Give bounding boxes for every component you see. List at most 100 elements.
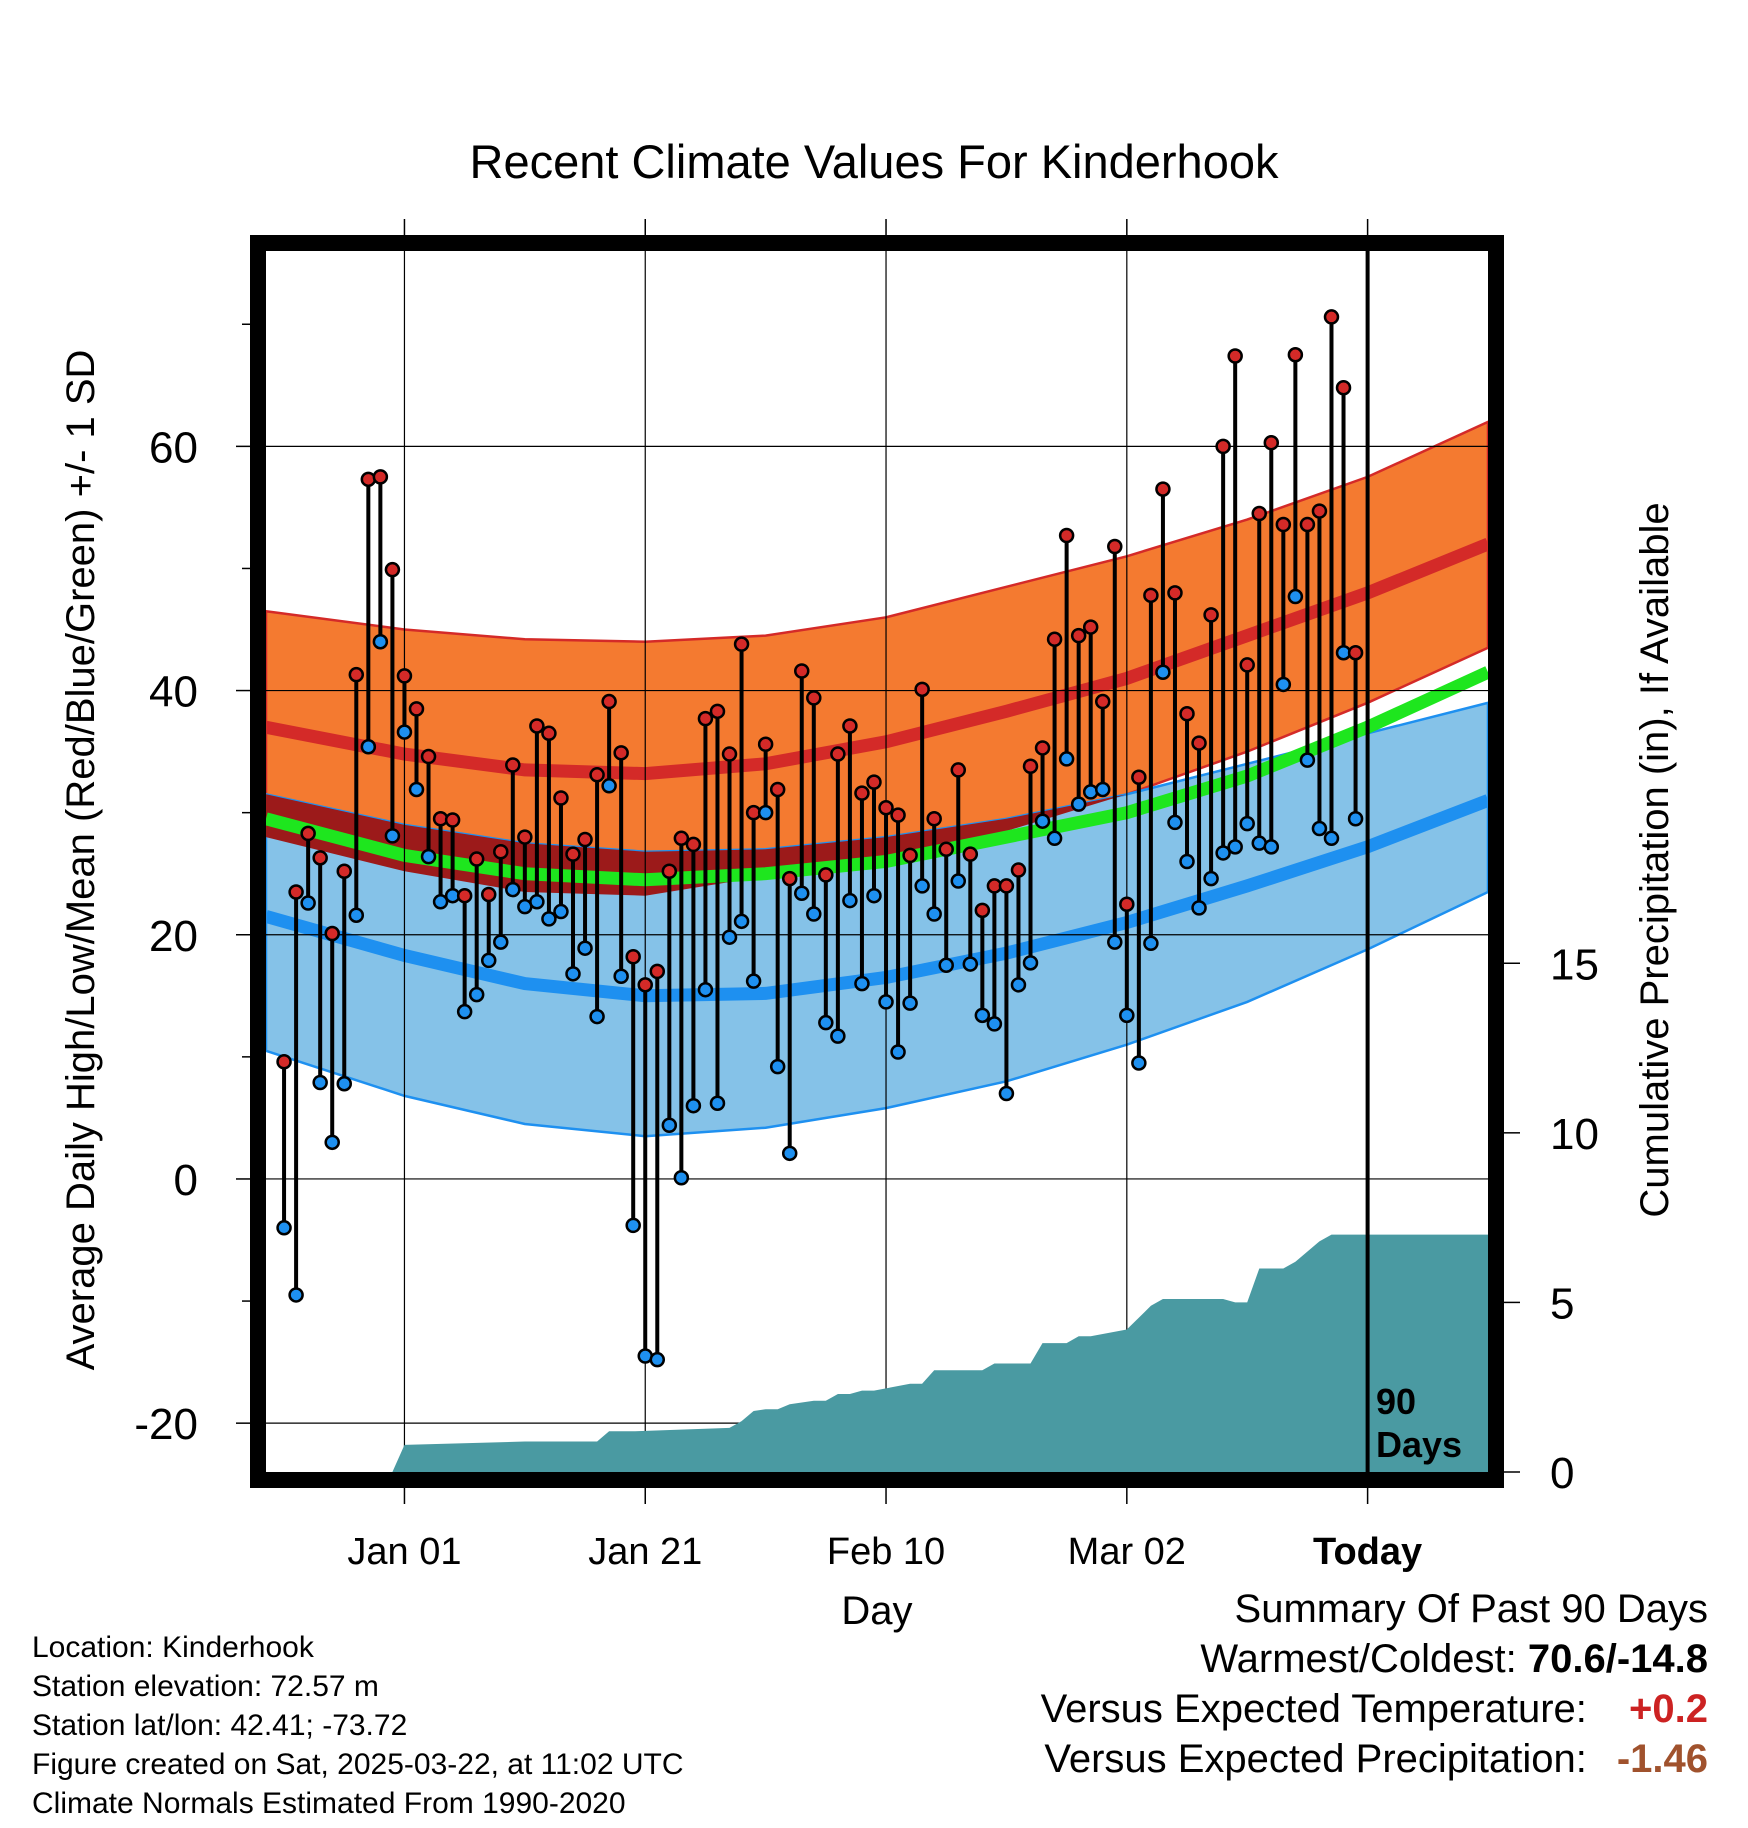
station-info: Location: Kinderhook Station elevation: … [32, 1628, 684, 1823]
daily-high-point [685, 836, 702, 853]
daily-high-point [649, 963, 666, 980]
daily-low-point [1203, 870, 1219, 887]
y-right-tick-label: 15 [1550, 940, 1599, 989]
daily-low-point [276, 1220, 292, 1236]
y-right-tick-label: 10 [1550, 1110, 1599, 1159]
daily-low-point [649, 1351, 666, 1368]
daily-high-point [733, 636, 750, 652]
daily-high-point [637, 977, 653, 993]
daily-high-point [661, 863, 678, 880]
daily-high-point [1335, 380, 1352, 396]
daily-high-point [1323, 309, 1340, 325]
daily-low-point [589, 1008, 605, 1025]
low-sd-band [266, 701, 1488, 1138]
daily-low-point [553, 903, 569, 920]
daily-low-point [661, 1117, 678, 1133]
daily-low-point [420, 848, 437, 865]
daily-high-point [998, 878, 1015, 894]
daily-low-point [878, 994, 894, 1010]
daily-low-point [1058, 751, 1075, 767]
elevation-text: Station elevation: 72.57 m [32, 1670, 379, 1703]
daily-high-point [1179, 706, 1195, 722]
y-tick-label: 40 [149, 668, 198, 717]
y-tick-label: -20 [134, 1400, 198, 1449]
daily-high-point [1082, 619, 1099, 635]
daily-high-point [1191, 735, 1207, 751]
daily-low-point [529, 894, 545, 910]
daily-high-point [1227, 348, 1243, 364]
daily-high-point [468, 851, 485, 867]
summary-temp: Versus Expected Temperature: +0.2 [1041, 1684, 1708, 1734]
daily-high-point [878, 800, 894, 816]
daily-high-point [324, 925, 340, 942]
daily-high-point [962, 846, 979, 862]
daily-high-point [721, 746, 738, 762]
daily-low-point [709, 1095, 726, 1112]
daily-low-point [998, 1085, 1015, 1102]
daily-low-point [505, 881, 521, 898]
normals-text: Climate Normals Estimated From 1990-2020 [32, 1787, 626, 1820]
x-tick-label: Mar 02 [1068, 1531, 1186, 1573]
daily-high-point [709, 703, 726, 720]
daily-low-point [480, 952, 497, 969]
precip-label: Versus Expected Precipitation: [1044, 1737, 1587, 1781]
daily-high-point [420, 748, 437, 765]
daily-high-point [1119, 896, 1135, 912]
precip-value: -1.46 [1616, 1737, 1708, 1781]
daily-low-point [565, 966, 581, 982]
daily-high-point [577, 831, 593, 848]
daily-high-point [769, 781, 786, 798]
daily-high-point [890, 807, 906, 823]
summary-panel: Summary Of Past 90 Days Warmest/Coldest:… [1041, 1584, 1708, 1784]
daily-low-point [1155, 664, 1171, 680]
plot-frame [250, 235, 1504, 1488]
daily-low-point [336, 1075, 353, 1092]
y-right-tick-label: 5 [1550, 1279, 1574, 1328]
band-overlap [266, 647, 1488, 896]
daily-low-point [1143, 935, 1159, 952]
daily-low-point [613, 968, 629, 985]
daily-high-point [697, 710, 714, 727]
daily-high-point [517, 829, 533, 845]
daily-low-point [721, 929, 738, 945]
daily-high-point [1046, 631, 1063, 648]
daily-high-point [818, 867, 834, 883]
daily-high-point [1251, 505, 1268, 522]
daily-low-point [288, 1287, 304, 1303]
daily-low-point [384, 828, 401, 844]
extremes-label: Warmest/Coldest: [1200, 1637, 1517, 1681]
y-right-tick-label: 0 [1550, 1449, 1574, 1498]
daily-low-point [902, 995, 918, 1011]
daily-high-point [336, 863, 353, 880]
daily-low-point [312, 1074, 328, 1091]
daily-high-point [601, 693, 617, 710]
daily-low-point [986, 1016, 1003, 1032]
daily-high-point [348, 666, 365, 683]
daily-high-point [541, 725, 557, 742]
daily-low-point [806, 906, 822, 922]
daily-high-point [360, 471, 377, 488]
daily-high-point [408, 701, 425, 717]
daily-high-point [974, 902, 991, 919]
daily-low-point [1347, 811, 1364, 827]
daily-high-point [396, 668, 413, 684]
daily-low-point [950, 873, 967, 889]
cumulative-precip-area [266, 1234, 1488, 1472]
daily-high-point [493, 843, 509, 860]
latlon-text: Station lat/lon: 42.41; -73.72 [32, 1709, 408, 1742]
daily-high-point [1299, 516, 1316, 533]
daily-low-point [300, 895, 316, 911]
daily-low-point [1010, 977, 1027, 993]
daily-low-point [1022, 955, 1039, 971]
daily-high-point [902, 847, 918, 864]
temp-label: Versus Expected Temperature: [1040, 1687, 1587, 1731]
daily-high-point [1034, 740, 1051, 756]
daily-high-point [456, 887, 473, 904]
daily-high-point [529, 718, 545, 734]
daily-low-point [830, 1028, 846, 1044]
daily-low-point [348, 907, 365, 923]
daily-low-point [866, 887, 882, 904]
daily-high-point [914, 681, 930, 698]
daily-low-point [396, 724, 413, 740]
